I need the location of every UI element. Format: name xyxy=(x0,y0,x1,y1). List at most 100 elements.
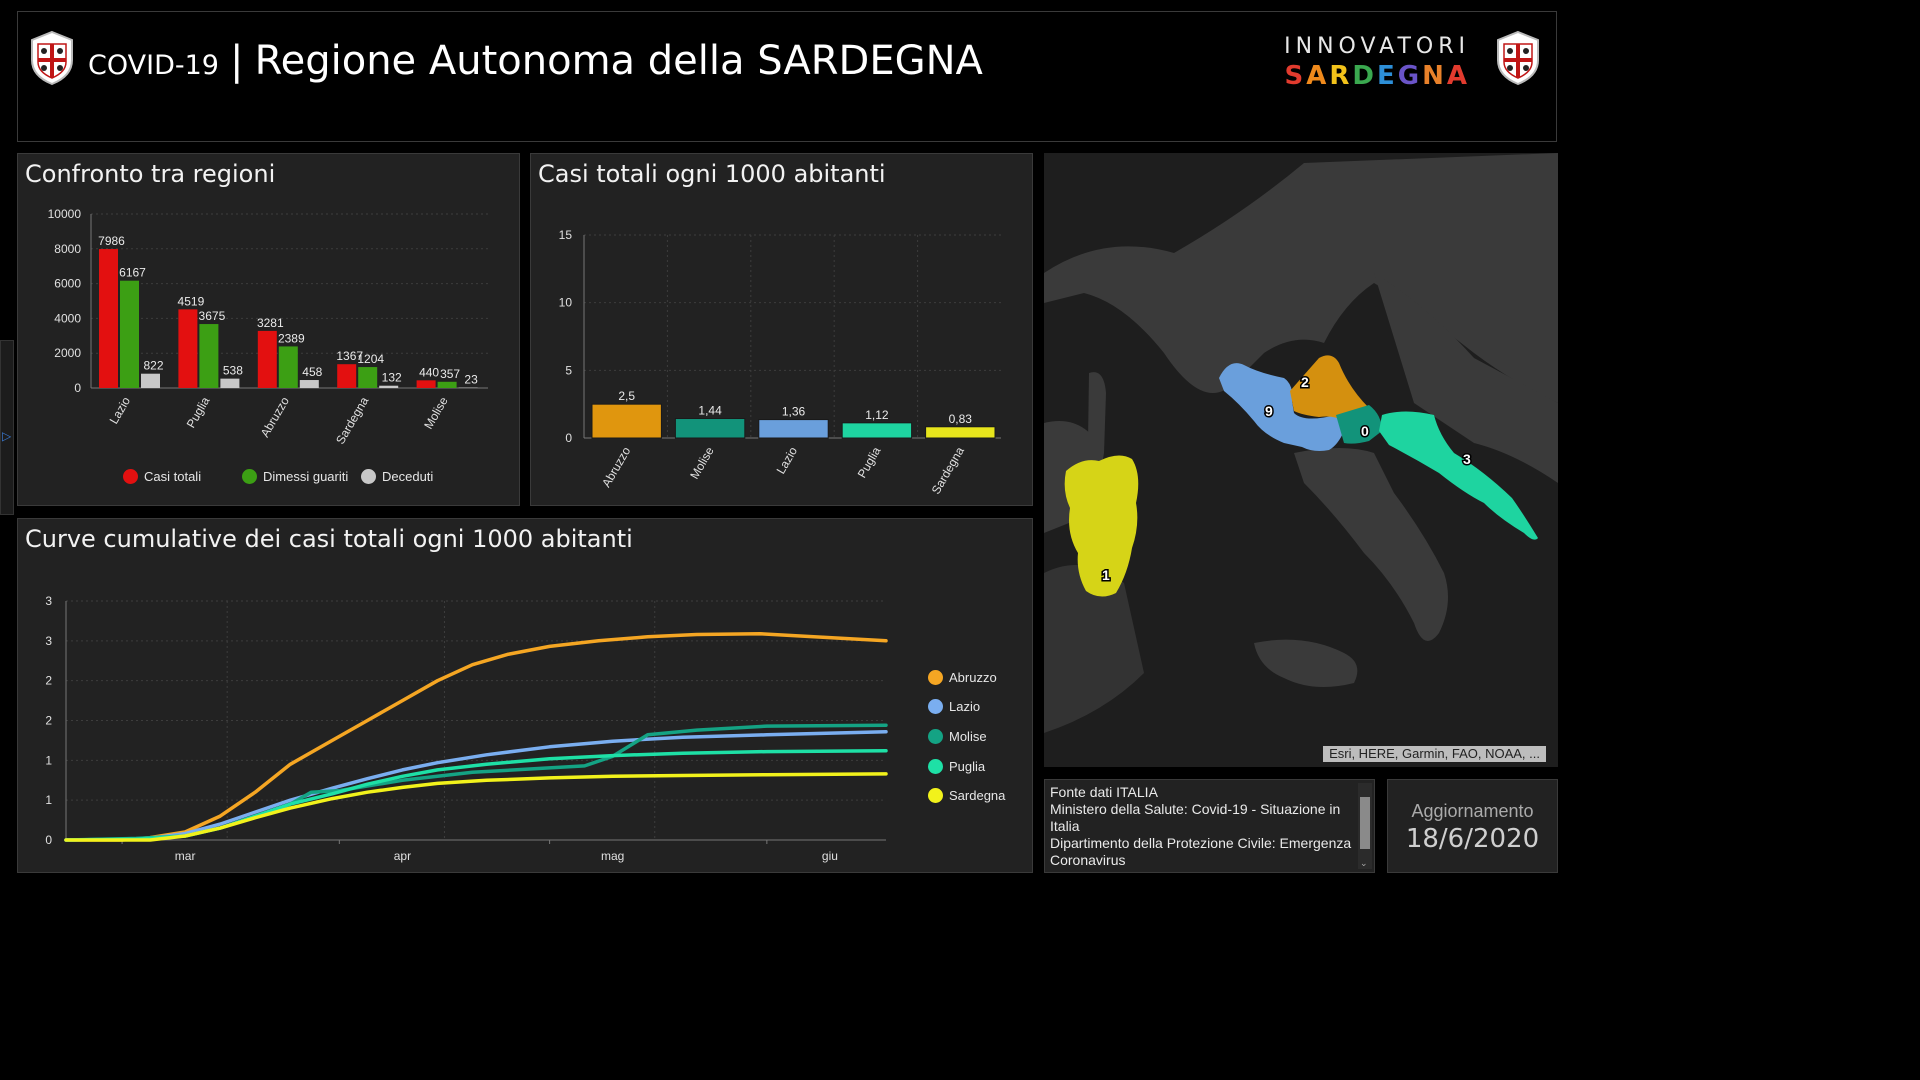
region-abruzzo[interactable] xyxy=(1290,355,1369,421)
cumulative-curves-panel: Curve cumulative dei casi totali ogni 10… xyxy=(17,518,1033,873)
source-line3: Dipartimento della Protezione Civile: Em… xyxy=(1050,835,1352,868)
bar-value-label: 7986 xyxy=(98,234,125,248)
legend-label: Abruzzo xyxy=(949,670,997,685)
x-tick-label: Molise xyxy=(421,394,451,431)
map-label-molise: 0 xyxy=(1361,423,1369,439)
region-sardegna[interactable] xyxy=(1064,455,1139,597)
legend-dot xyxy=(928,699,943,714)
bar-dimessi-guariti xyxy=(199,324,219,388)
compare-regions-chart: 0 2000 4000 6000 8000 10000 7986 6167 822 Lazio 45… xyxy=(48,207,488,447)
x-tick-label: Puglia xyxy=(855,444,884,480)
x-tick-label: Sardegna xyxy=(333,394,371,446)
cases-per-1000-panel: Casi totali ogni 1000 abitanti 0 5 10 15 2,5… xyxy=(530,153,1033,506)
x-tick-label: Abruzzo xyxy=(258,394,292,439)
legend-sardegna[interactable]: Sardegna xyxy=(928,788,1005,803)
legend-lazio[interactable]: Lazio xyxy=(928,699,980,714)
x-tick-label: mar xyxy=(175,849,196,863)
bar-dimessi-guariti xyxy=(278,346,298,388)
legend-molise[interactable]: Molise xyxy=(928,729,987,744)
legend-casi-totali[interactable]: Casi totali xyxy=(123,469,201,484)
bar-value-label: 132 xyxy=(382,371,402,385)
bar-casi-totali xyxy=(257,330,277,388)
update-label: Aggiornamento xyxy=(1411,801,1534,821)
y-tick-label: 0 xyxy=(45,833,52,847)
innovatori-sardegna-logo: INNOVATORI SARDEGNA xyxy=(1284,34,1470,91)
southern-italy xyxy=(1294,448,1448,641)
legend-puglia[interactable]: Puglia xyxy=(928,759,985,774)
italy-map[interactable]: 9 2 0 3 1 Esri, HERE, Garmin, FAO, NOAA,… xyxy=(1044,153,1558,767)
bar-value-label: 822 xyxy=(143,359,163,373)
compare-regions-panel: Confronto tra regioni 0 2000 4000 6000 8000 1… xyxy=(17,153,520,506)
bar-lazio xyxy=(758,419,829,439)
source-line2: Ministero della Salute: Covid-19 - Situa… xyxy=(1050,801,1341,834)
bar-value-label: 440 xyxy=(419,365,439,379)
y-tick-label: 1 xyxy=(45,793,52,807)
sardinia-coat-of-arms-icon xyxy=(1497,30,1539,86)
bar-casi-totali xyxy=(337,364,357,388)
north-africa xyxy=(1044,565,1144,733)
bar-value-label: 458 xyxy=(302,365,322,379)
legend-deceduti[interactable]: Deceduti xyxy=(361,469,433,484)
bar-puglia xyxy=(841,422,913,439)
y-tick-label: 4000 xyxy=(54,311,81,325)
legend-dot xyxy=(928,788,943,803)
y-tick-label: 6000 xyxy=(54,277,81,291)
y-tick-label: 5 xyxy=(565,363,572,377)
legend-label: Lazio xyxy=(949,699,981,714)
bar-abruzzo xyxy=(591,403,662,439)
side-panel-toggle[interactable]: ▷ xyxy=(0,340,14,515)
cumulative-curves-title: Curve cumulative dei casi totali ogni 10… xyxy=(25,525,633,553)
legend-dot xyxy=(928,759,943,774)
x-tick-label: giu xyxy=(822,849,838,863)
header-banner: COVID-19 | Regione Autonoma della SARDEG… xyxy=(17,11,1557,142)
page-title: COVID-19 | Regione Autonoma della SARDEG… xyxy=(88,38,983,84)
x-tick-label: Lazio xyxy=(774,444,801,476)
map-label-abruzzo: 2 xyxy=(1301,374,1309,390)
bar-dimessi-guariti xyxy=(358,367,378,388)
bar-value-label: 2,5 xyxy=(618,389,635,403)
bar-value-label: 1,36 xyxy=(782,405,806,419)
x-tick-label: Molise xyxy=(687,444,717,481)
cumulative-curves-chart: 0 1 1 2 2 3 3 mar apr mag giu xyxy=(45,594,888,863)
y-tick-label: 2 xyxy=(45,674,52,688)
series-line-lazio xyxy=(64,729,888,842)
map-label-puglia: 3 xyxy=(1463,451,1471,467)
balkans-coast xyxy=(1374,273,1558,483)
y-tick-label: 2 xyxy=(45,714,52,728)
region-molise[interactable] xyxy=(1336,405,1382,444)
y-tick-label: 0 xyxy=(74,381,81,395)
bar-deceduti xyxy=(220,378,240,388)
region-lazio[interactable] xyxy=(1219,363,1344,451)
y-tick-label: 3 xyxy=(45,594,52,608)
corsica xyxy=(1088,372,1106,457)
scrollbar-thumb[interactable] xyxy=(1360,797,1370,849)
data-source-box: Fonte dati ITALIA Ministero della Salute… xyxy=(1044,779,1375,873)
y-tick-label: 10 xyxy=(559,296,573,310)
brand-line2: SARDEGNA xyxy=(1284,61,1470,91)
legend-label: Puglia xyxy=(949,759,986,774)
source-scrollbar[interactable]: ⌄ xyxy=(1358,783,1372,869)
y-tick-label: 3 xyxy=(45,634,52,648)
x-tick-label: Puglia xyxy=(184,394,213,430)
bar-sardegna xyxy=(925,426,996,439)
legend-label: Molise xyxy=(949,729,987,744)
legend-dimessi-guariti[interactable]: Dimessi guariti xyxy=(242,469,348,484)
y-tick-label: 2000 xyxy=(54,346,81,360)
bar-value-label: 1204 xyxy=(357,352,384,366)
legend-label: Deceduti xyxy=(382,469,434,484)
mainland-europe xyxy=(1044,153,1558,403)
chevron-down-icon[interactable]: ⌄ xyxy=(1360,858,1368,868)
title-region: Regione Autonoma della SARDEGNA xyxy=(254,38,983,84)
bar-value-label: 357 xyxy=(440,367,460,381)
region-puglia[interactable] xyxy=(1379,411,1538,540)
bar-deceduti xyxy=(379,385,399,388)
cases-per-1000-title: Casi totali ogni 1000 abitanti xyxy=(538,160,886,188)
map-canvas[interactable]: 9 2 0 3 1 xyxy=(1044,153,1558,767)
map-attribution[interactable]: Esri, HERE, Garmin, FAO, NOAA, ... xyxy=(1323,746,1546,762)
bar-deceduti xyxy=(299,380,319,388)
legend-label: Dimessi guariti xyxy=(263,469,349,484)
legend-abruzzo[interactable]: Abruzzo xyxy=(928,670,997,685)
legend-dot xyxy=(928,729,943,744)
x-tick-label: mag xyxy=(601,849,624,863)
legend-dot xyxy=(928,670,943,685)
